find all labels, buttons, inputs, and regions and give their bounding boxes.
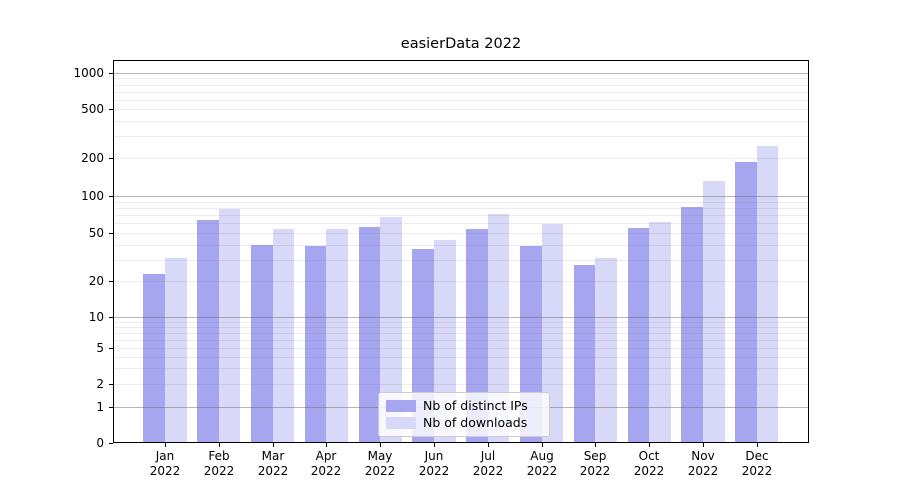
bar-nb-of-downloads-mar: [272, 228, 295, 442]
y-tickmark: [109, 158, 113, 159]
x-tick-label: Jan 2022: [149, 449, 181, 478]
x-tick-label: Mar 2022: [257, 449, 289, 478]
y-tickmark: [109, 443, 113, 444]
bar-nb-of-distinct-ips-sep: [573, 265, 596, 442]
y-tickmark: [109, 109, 113, 110]
bar-nb-of-downloads-may: [380, 217, 402, 442]
legend-item-distinct-ips: Nb of distinct IPs: [386, 398, 542, 414]
x-tickmark: [488, 443, 489, 447]
x-tickmark: [165, 443, 166, 447]
bar-nb-of-downloads-dec: [756, 146, 779, 442]
plot-area: Nb of distinct IPs Nb of downloads: [113, 60, 809, 443]
bar-nb-of-downloads-jun: [434, 239, 456, 442]
x-tick-label: Nov 2022: [687, 449, 719, 478]
bar-nb-of-distinct-ips-apr: [304, 246, 327, 442]
x-tick-label: May 2022: [364, 449, 396, 478]
y-tickmark: [109, 73, 113, 74]
y-tick-label: 0: [96, 436, 104, 450]
x-tickmark: [703, 443, 704, 447]
y-tick-label: 500: [81, 102, 104, 116]
y-tick-label: 5: [96, 341, 104, 355]
bar-nb-of-downloads-sep: [595, 258, 617, 442]
y-tick-label: 20: [88, 274, 104, 288]
y-tickmark: [109, 281, 113, 282]
bar-nb-of-downloads-jan: [165, 258, 187, 442]
bar-nb-of-distinct-ips-jan: [143, 273, 165, 442]
bar-nb-of-distinct-ips-nov: [681, 206, 703, 442]
x-tickmark: [326, 443, 327, 447]
bar-nb-of-downloads-feb: [218, 208, 241, 442]
legend-label-downloads: Nb of downloads: [423, 415, 528, 431]
x-tickmark: [380, 443, 381, 447]
x-tickmark: [649, 443, 650, 447]
x-tickmark: [273, 443, 274, 447]
bar-nb-of-distinct-ips-mar: [251, 244, 273, 442]
bar-nb-of-distinct-ips-feb: [197, 219, 219, 442]
y-tick-label: 1000: [73, 66, 104, 80]
y-tick-label: 10: [88, 310, 104, 324]
x-tick-label: Apr 2022: [310, 449, 342, 478]
y-tick-label: 2: [96, 377, 104, 391]
x-tickmark: [595, 443, 596, 447]
bar-nb-of-downloads-oct: [649, 221, 671, 442]
bar-nb-of-distinct-ips-may: [358, 227, 381, 442]
x-tick-label: Dec 2022: [741, 449, 773, 478]
legend: Nb of distinct IPs Nb of downloads: [378, 392, 550, 437]
x-tick-label: Jul 2022: [472, 449, 504, 478]
y-tickmark: [109, 384, 113, 385]
legend-item-downloads: Nb of downloads: [386, 415, 542, 431]
y-tick-label: 100: [81, 189, 104, 203]
bar-nb-of-distinct-ips-jul: [466, 228, 488, 442]
bar-nb-of-downloads-nov: [703, 180, 725, 442]
x-tickmark: [434, 443, 435, 447]
bar-nb-of-distinct-ips-dec: [735, 161, 757, 442]
x-tick-label: Sep 2022: [579, 449, 611, 478]
x-tick-label: Jun 2022: [418, 449, 450, 478]
x-tickmark: [542, 443, 543, 447]
y-tickmark: [109, 233, 113, 234]
bars-layer: [114, 61, 808, 442]
bar-nb-of-downloads-jul: [487, 213, 510, 442]
legend-swatch-distinct-ips: [386, 399, 416, 412]
y-tick-label: 1: [96, 400, 104, 414]
x-tickmark: [219, 443, 220, 447]
x-tickmark: [757, 443, 758, 447]
y-tickmark: [109, 348, 113, 349]
x-tick-label: Aug 2022: [526, 449, 558, 478]
chart-title: easierData 2022: [400, 36, 522, 52]
y-tickmark: [109, 407, 113, 408]
legend-label-distinct-ips: Nb of distinct IPs: [423, 397, 528, 413]
y-tickmark: [109, 196, 113, 197]
x-tick-label: Feb 2022: [203, 449, 235, 478]
x-tick-label: Oct 2022: [633, 449, 665, 478]
bar-nb-of-distinct-ips-oct: [627, 227, 650, 442]
legend-swatch-downloads: [386, 417, 416, 430]
y-tick-label: 200: [81, 151, 104, 165]
bar-nb-of-downloads-apr: [326, 228, 348, 442]
y-tickmark: [109, 317, 113, 318]
y-tick-label: 50: [88, 226, 104, 240]
bar-nb-of-downloads-aug: [541, 224, 564, 442]
